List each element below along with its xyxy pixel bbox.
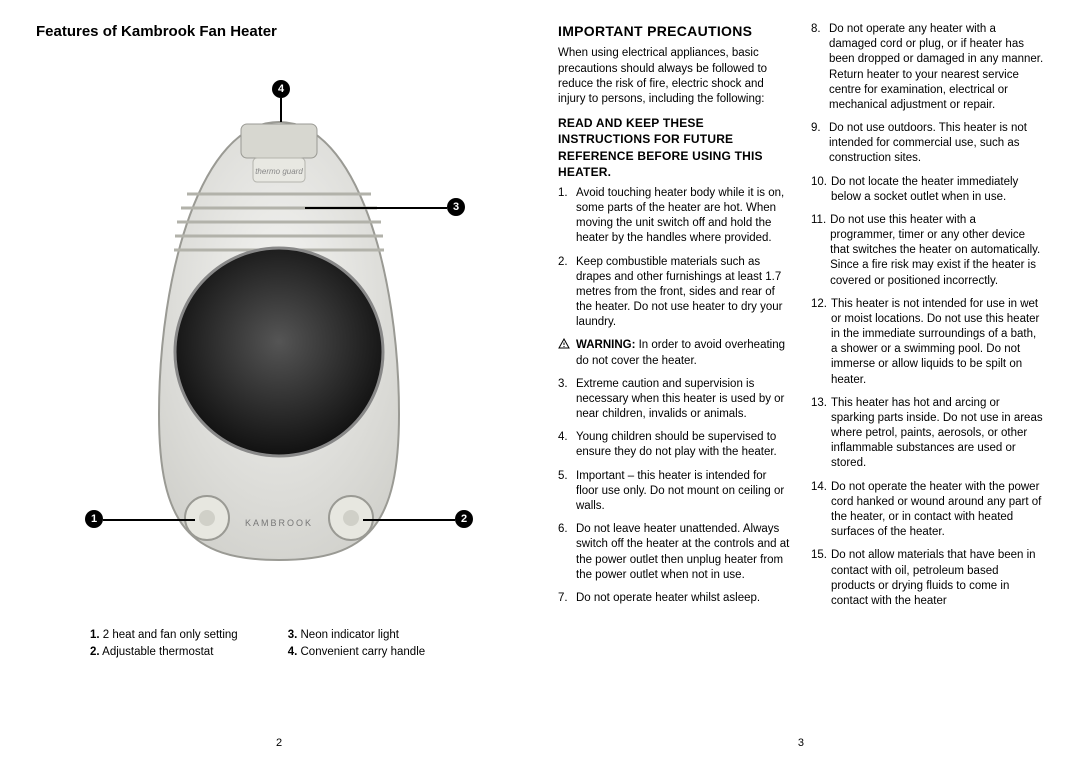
right-page: IMPORTANT PRECAUTIONS When using electri…: [558, 22, 1044, 726]
list-item: 4.Young children should be supervised to…: [558, 430, 791, 460]
list-item: 11.Do not use this heater with a program…: [811, 213, 1044, 289]
list-item: 1.Avoid touching heater body while it is…: [558, 186, 791, 247]
legend: 1. 2 heat and fan only setting 2. Adjust…: [36, 628, 522, 662]
legend-col-2: 3. Neon indicator light 4. Convenient ca…: [288, 628, 425, 662]
legend-item: 2. Adjustable thermostat: [90, 645, 238, 660]
legend-col-1: 1. 2 heat and fan only setting 2. Adjust…: [90, 628, 238, 662]
callout-4: 4: [272, 80, 290, 98]
warning-icon: [558, 338, 576, 368]
callout-2: 2: [455, 510, 473, 528]
list-item: 15.Do not allow materials that have been…: [811, 548, 1044, 609]
legend-item: 1. 2 heat and fan only setting: [90, 628, 238, 643]
page-number-left: 2: [276, 736, 282, 751]
page-numbers: 2 3: [36, 736, 1044, 751]
callout-1: 1: [85, 510, 103, 528]
list-item: 2.Keep combustible materials such as dra…: [558, 255, 791, 331]
callout-2-line: [363, 519, 455, 521]
heater-illustration: thermo guard: [141, 114, 417, 574]
list-item: 14.Do not operate the heater with the po…: [811, 480, 1044, 541]
list-item: 9.Do not use outdoors. This heater is no…: [811, 121, 1044, 167]
warning-label: WARNING:: [576, 339, 635, 351]
precautions-intro: When using electrical appliances, basic …: [558, 46, 791, 107]
precautions-list-c: 8.Do not operate any heater with a damag…: [811, 22, 1044, 609]
callout-1-line: [103, 519, 195, 521]
list-item: 8.Do not operate any heater with a damag…: [811, 22, 1044, 113]
right-col-1: IMPORTANT PRECAUTIONS When using electri…: [558, 22, 791, 726]
right-col-2: 8.Do not operate any heater with a damag…: [811, 22, 1044, 726]
callout-4-line: [280, 98, 282, 122]
left-page: Features of Kambrook Fan Heater: [36, 22, 522, 726]
features-heading: Features of Kambrook Fan Heater: [36, 22, 522, 42]
callout-3: 3: [447, 198, 465, 216]
list-item: 13.This heater has hot and arcing or spa…: [811, 396, 1044, 472]
precautions-list-b: 3.Extreme caution and supervision is nec…: [558, 377, 791, 606]
precautions-heading: IMPORTANT PRECAUTIONS: [558, 22, 791, 40]
brand-bottom-text: KAMBROOK: [245, 518, 313, 528]
brand-top-text: thermo guard: [255, 167, 303, 176]
list-item: 6.Do not leave heater unattended. Always…: [558, 522, 791, 583]
page-number-right: 3: [798, 736, 804, 751]
list-item: 5.Important – this heater is intended fo…: [558, 469, 791, 515]
legend-item: 4. Convenient carry handle: [288, 645, 425, 660]
warning-block: WARNING: In order to avoid overheating d…: [558, 338, 791, 368]
heater-diagram: thermo guard: [49, 56, 509, 616]
legend-item: 3. Neon indicator light: [288, 628, 425, 643]
list-item: 10.Do not locate the heater immediately …: [811, 175, 1044, 205]
list-item: 3.Extreme caution and supervision is nec…: [558, 377, 791, 423]
list-item: 7.Do not operate heater whilst asleep.: [558, 591, 791, 606]
precautions-subheading: READ AND KEEP THESE INSTRUCTIONS FOR FUT…: [558, 115, 791, 180]
list-item: 12.This heater is not intended for use i…: [811, 297, 1044, 388]
callout-3-line: [305, 207, 447, 209]
precautions-list-a: 1.Avoid touching heater body while it is…: [558, 186, 791, 331]
